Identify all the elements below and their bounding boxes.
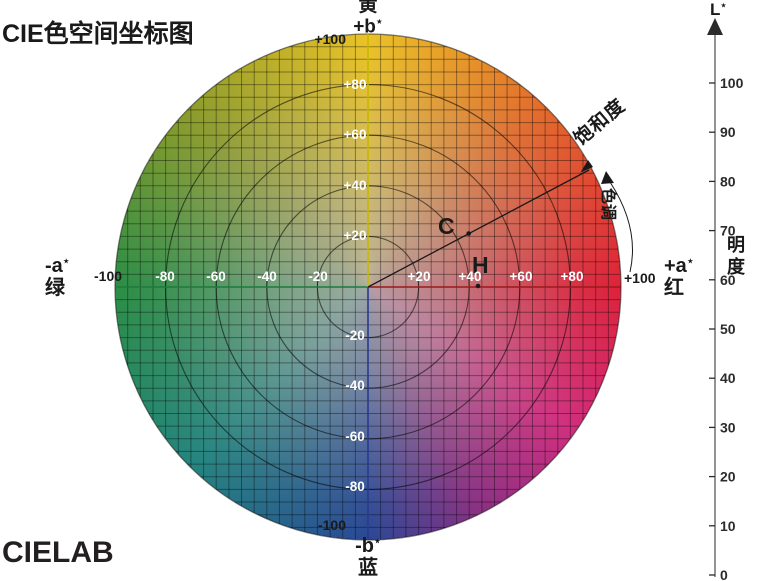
svg-text:-20: -20 xyxy=(308,269,328,284)
svg-text:-40: -40 xyxy=(257,269,277,284)
svg-text:+60: +60 xyxy=(510,269,533,284)
svg-text:C: C xyxy=(438,213,455,239)
svg-text:90: 90 xyxy=(720,124,736,140)
svg-text:30: 30 xyxy=(720,419,736,435)
svg-text:+40: +40 xyxy=(344,178,367,193)
svg-text:+60: +60 xyxy=(344,127,367,142)
svg-text:20: 20 xyxy=(720,469,736,485)
svg-text:+80: +80 xyxy=(561,269,584,284)
svg-text:-100: -100 xyxy=(94,268,122,284)
svg-text:-60: -60 xyxy=(206,269,226,284)
svg-text:-100: -100 xyxy=(318,517,346,533)
svg-text:-80: -80 xyxy=(155,269,175,284)
svg-text:0: 0 xyxy=(720,567,728,581)
svg-text:-40: -40 xyxy=(345,378,365,393)
svg-text:+20: +20 xyxy=(408,269,431,284)
svg-text:100: 100 xyxy=(720,75,744,91)
svg-text:80: 80 xyxy=(720,173,736,189)
svg-text:-20: -20 xyxy=(345,328,365,343)
svg-text:+80: +80 xyxy=(344,77,367,92)
svg-text:-80: -80 xyxy=(345,479,365,494)
svg-text:+20: +20 xyxy=(344,228,367,243)
svg-text:40: 40 xyxy=(720,370,736,386)
svg-text:-60: -60 xyxy=(345,429,365,444)
svg-text:+40: +40 xyxy=(459,269,482,284)
svg-text:10: 10 xyxy=(720,518,736,534)
svg-text:50: 50 xyxy=(720,321,736,337)
